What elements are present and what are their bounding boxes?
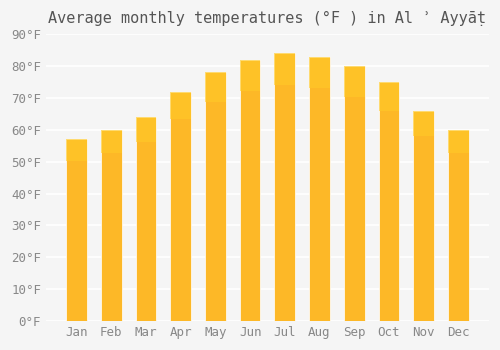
Bar: [240, 60, 260, 321]
Title: Average monthly temperatures (°F ) in Al ʾ Ayyāṭ: Average monthly temperatures (°F ) in Al…: [48, 11, 486, 26]
Bar: [344, 66, 364, 97]
Bar: [205, 72, 226, 102]
Bar: [101, 130, 121, 153]
Bar: [170, 92, 191, 321]
Bar: [136, 117, 156, 141]
Bar: [309, 57, 330, 321]
Bar: [344, 66, 364, 321]
Bar: [274, 53, 295, 85]
Bar: [101, 130, 121, 321]
Bar: [309, 57, 330, 88]
Bar: [378, 82, 400, 111]
Bar: [274, 53, 295, 321]
Bar: [413, 111, 434, 136]
Bar: [66, 139, 87, 321]
Bar: [205, 72, 226, 321]
Bar: [66, 139, 87, 161]
Bar: [448, 130, 469, 153]
Bar: [170, 92, 191, 119]
Bar: [378, 82, 400, 321]
Bar: [136, 117, 156, 321]
Bar: [448, 130, 469, 321]
Bar: [413, 111, 434, 321]
Bar: [240, 60, 260, 91]
